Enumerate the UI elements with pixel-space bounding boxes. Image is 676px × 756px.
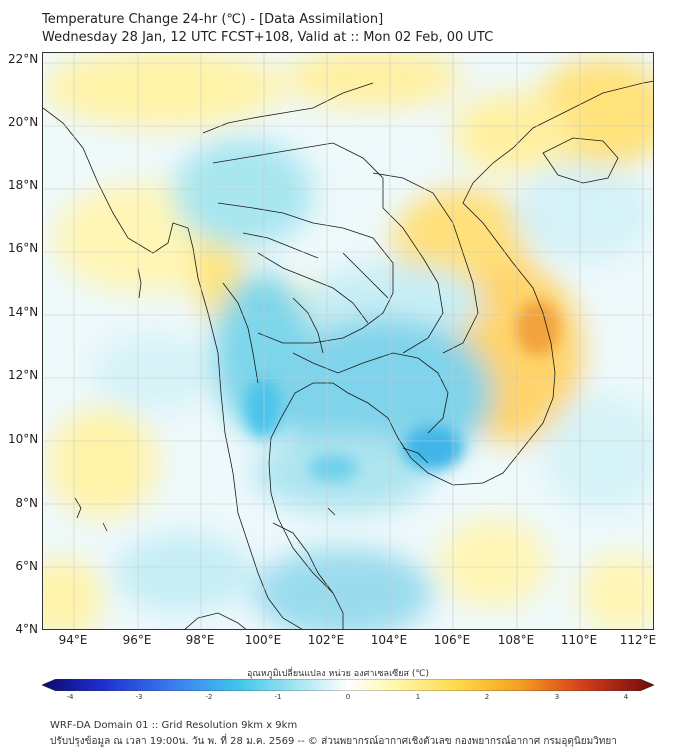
lat-label: 20°N bbox=[8, 115, 39, 129]
graticule bbox=[43, 53, 653, 629]
footer-domain: WRF-DA Domain 01 :: Grid Resolution 9km … bbox=[50, 720, 298, 731]
lat-label: 8°N bbox=[15, 496, 38, 510]
coastlines bbox=[43, 80, 653, 629]
colorbar-tick: -2 bbox=[205, 693, 213, 701]
lon-label: 98°E bbox=[185, 633, 215, 647]
lon-label: 112°E bbox=[619, 633, 657, 647]
lon-label: 94°E bbox=[58, 633, 88, 647]
lat-label: 4°N bbox=[15, 622, 38, 636]
colorbar bbox=[42, 679, 654, 691]
lon-label: 110°E bbox=[560, 633, 598, 647]
colorbar-tick: -3 bbox=[135, 693, 143, 701]
lon-label: 106°E bbox=[433, 633, 471, 647]
colorbar-tick: 0 bbox=[345, 693, 351, 701]
colorbar-tick: 1 bbox=[415, 693, 421, 701]
colorbar-tick: 4 bbox=[623, 693, 629, 701]
map-subtitle: Wednesday 28 Jan, 12 UTC FCST+108, Valid… bbox=[42, 30, 494, 45]
lon-label: 100°E bbox=[244, 633, 282, 647]
lon-label: 102°E bbox=[307, 633, 345, 647]
lat-label: 14°N bbox=[8, 305, 39, 319]
lat-label: 22°N bbox=[8, 52, 39, 66]
lon-label: 96°E bbox=[122, 633, 152, 647]
colorbar-label: อุณหภูมิเปลี่ยนแปลง หน่วย องศาเซลเซียส (… bbox=[246, 669, 430, 679]
map-canvas bbox=[43, 53, 653, 629]
colorbar-tick: 2 bbox=[484, 693, 490, 701]
map-title: Temperature Change 24-hr (℃) - [Data Ass… bbox=[42, 12, 384, 27]
colorbar-tick: -1 bbox=[274, 693, 282, 701]
lat-label: 16°N bbox=[8, 241, 39, 255]
lon-label: 108°E bbox=[497, 633, 535, 647]
lat-label: 6°N bbox=[15, 559, 38, 573]
lat-label: 18°N bbox=[8, 178, 39, 192]
lat-label: 12°N bbox=[8, 368, 39, 382]
lat-label: 10°N bbox=[8, 432, 39, 446]
temperature-change-map bbox=[42, 52, 654, 630]
colorbar-tick: -4 bbox=[66, 693, 74, 701]
lon-label: 104°E bbox=[370, 633, 408, 647]
footer-credit: ปรับปรุงข้อมูล ณ เวลา 19:00น. วัน พ. ที่… bbox=[50, 736, 617, 747]
colorbar-tick: 3 bbox=[554, 693, 560, 701]
